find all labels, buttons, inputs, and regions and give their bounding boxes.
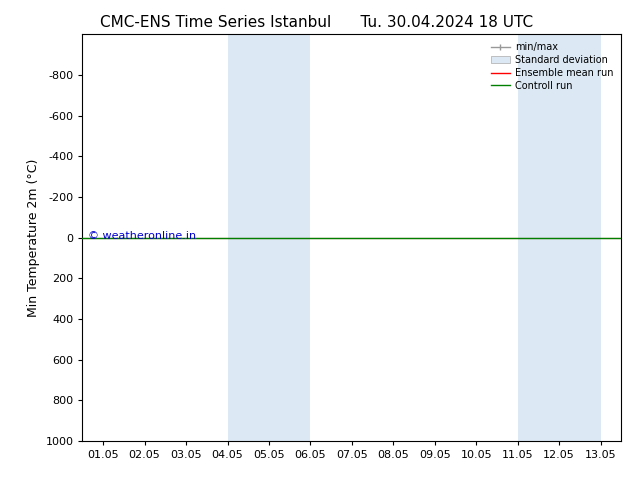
Text: © weatheronline.in: © weatheronline.in: [87, 231, 196, 241]
Y-axis label: Min Temperature 2m (°C): Min Temperature 2m (°C): [27, 158, 40, 317]
Legend: min/max, Standard deviation, Ensemble mean run, Controll run: min/max, Standard deviation, Ensemble me…: [488, 39, 616, 94]
Bar: [228, 34, 311, 441]
Bar: [518, 34, 600, 441]
Text: CMC-ENS Time Series Istanbul      Tu. 30.04.2024 18 UTC: CMC-ENS Time Series Istanbul Tu. 30.04.2…: [100, 15, 534, 30]
